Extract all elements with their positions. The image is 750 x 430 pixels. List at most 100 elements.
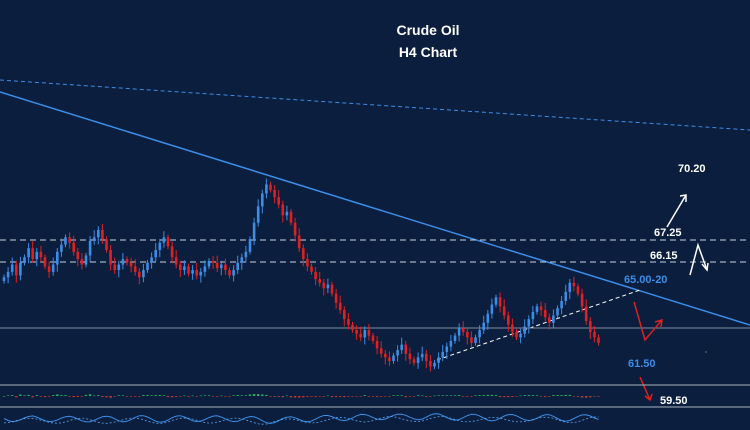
histogram-bar	[195, 396, 198, 397]
candle-body	[552, 315, 555, 323]
histogram-bar	[392, 395, 395, 396]
candle-body	[273, 189, 276, 198]
red-down-arrow	[639, 376, 653, 402]
candle-body	[10, 264, 14, 272]
candle-body	[142, 270, 145, 278]
candle-body	[72, 242, 75, 252]
candle-body	[105, 239, 108, 251]
candle-body	[486, 313, 490, 323]
histogram-bar	[261, 394, 264, 396]
histogram-bar	[244, 395, 248, 396]
histogram-bar	[552, 395, 555, 396]
candle-body	[507, 315, 510, 325]
histogram-bar	[257, 394, 260, 396]
histogram-bar	[306, 396, 309, 397]
histogram-bar	[494, 395, 498, 396]
candle-body	[289, 211, 293, 223]
histogram-bar	[84, 394, 88, 396]
histogram-bar	[453, 395, 457, 396]
candle-body	[252, 222, 256, 240]
histogram-bar	[166, 396, 170, 398]
histogram-bar	[277, 396, 280, 397]
histogram-bar	[183, 395, 186, 397]
candle-body	[535, 306, 539, 312]
level-label-65-00-20: 65.00-20	[624, 274, 667, 286]
candle-body	[232, 270, 235, 276]
histogram-bar	[97, 395, 100, 396]
candle-body	[343, 310, 346, 320]
histogram-bar	[289, 396, 293, 398]
histogram-bar	[585, 396, 588, 398]
candle-body	[466, 331, 469, 338]
histogram-bar	[117, 395, 120, 396]
histogram-bar	[199, 395, 202, 397]
candle-body	[60, 244, 63, 252]
histogram-bar	[232, 395, 235, 396]
candle-body	[170, 246, 174, 258]
histogram-bar	[593, 396, 596, 397]
histogram-bar	[158, 395, 161, 396]
histogram-bar	[105, 396, 108, 398]
level-label-67-25: 67.25	[654, 227, 682, 239]
oscillator-line-primary	[3, 413, 599, 424]
histogram-bar	[220, 395, 223, 397]
histogram-bar	[412, 396, 416, 397]
candle-body	[101, 229, 104, 240]
histogram-bar	[310, 396, 313, 397]
candle-body	[261, 193, 264, 207]
histogram-bar	[457, 395, 461, 396]
histogram-bar	[564, 394, 567, 396]
histogram-bar	[211, 396, 215, 397]
histogram-bar	[326, 395, 330, 397]
candle-body	[543, 310, 547, 318]
histogram-bar	[568, 394, 571, 396]
histogram-bar	[470, 396, 473, 397]
histogram-bar	[23, 395, 26, 396]
candle-body	[302, 248, 305, 260]
candle-body	[244, 251, 248, 258]
histogram-bar	[314, 396, 317, 397]
histogram-bar	[113, 396, 116, 397]
candle-body	[158, 242, 162, 251]
histogram-bar	[146, 395, 149, 396]
histogram-bar	[519, 395, 522, 397]
candle-body	[43, 257, 47, 267]
candle-body	[88, 240, 92, 256]
candle-body	[429, 361, 432, 367]
candle-body	[68, 237, 71, 243]
candle-body	[527, 319, 531, 327]
histogram-bar	[39, 396, 43, 397]
histogram-bar	[179, 396, 182, 397]
candle-body	[174, 257, 178, 265]
candle-body	[318, 279, 321, 283]
candle-body	[404, 344, 408, 354]
candle-body	[133, 266, 137, 272]
histogram-bar	[322, 396, 325, 397]
candle-body	[80, 259, 84, 265]
candle-body	[150, 257, 153, 263]
candle-body	[392, 355, 395, 362]
histogram-bar	[511, 396, 514, 397]
candle-body	[379, 348, 383, 354]
candle-body	[498, 297, 502, 307]
candle-body	[355, 330, 358, 334]
candle-body	[478, 330, 481, 338]
histogram-bar	[56, 394, 59, 396]
histogram-bar	[437, 395, 440, 396]
histogram-bar	[191, 395, 194, 397]
candle-body	[347, 319, 350, 325]
candle-body	[281, 204, 285, 216]
histogram-bar	[334, 396, 338, 398]
candle-body	[470, 337, 473, 343]
candle-body	[183, 266, 186, 271]
histogram-bar	[404, 396, 407, 398]
candle-body	[461, 328, 465, 332]
histogram-bar	[343, 396, 346, 398]
histogram-bar	[154, 395, 157, 396]
histogram-bar	[187, 396, 190, 397]
histogram-bar	[293, 396, 297, 398]
candle-body	[375, 341, 379, 349]
candle-body	[228, 270, 231, 276]
candle-body	[56, 251, 59, 265]
histogram-bar	[236, 395, 239, 396]
